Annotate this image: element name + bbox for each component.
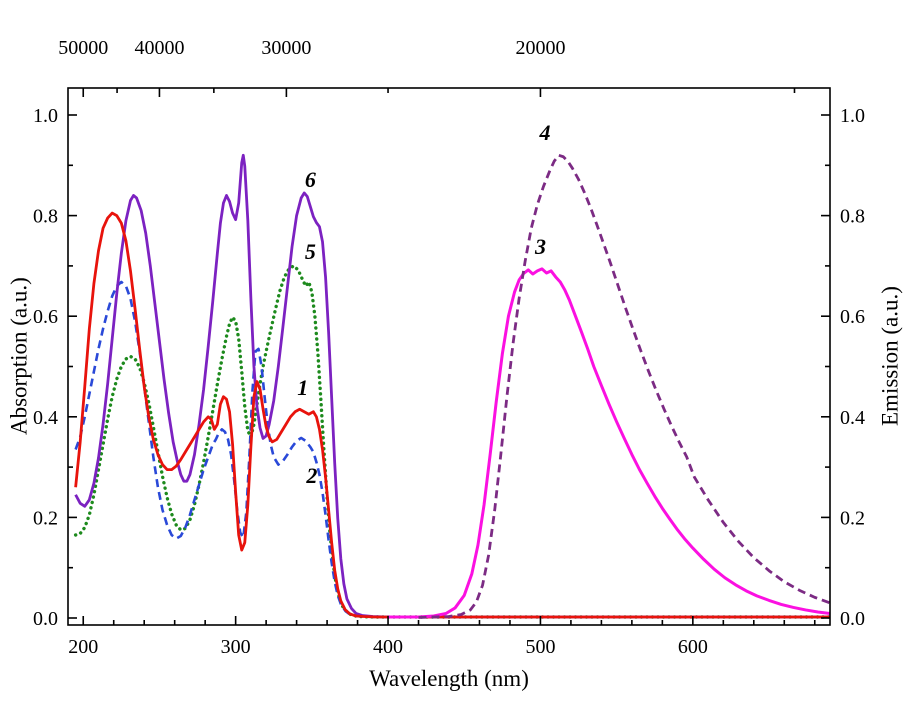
right-axis-title: Emission (a.u.) [877, 286, 903, 427]
bottom-axis-title: Wavelength (nm) [369, 666, 529, 691]
left-axis-title: Absorption (a.u.) [6, 277, 32, 436]
